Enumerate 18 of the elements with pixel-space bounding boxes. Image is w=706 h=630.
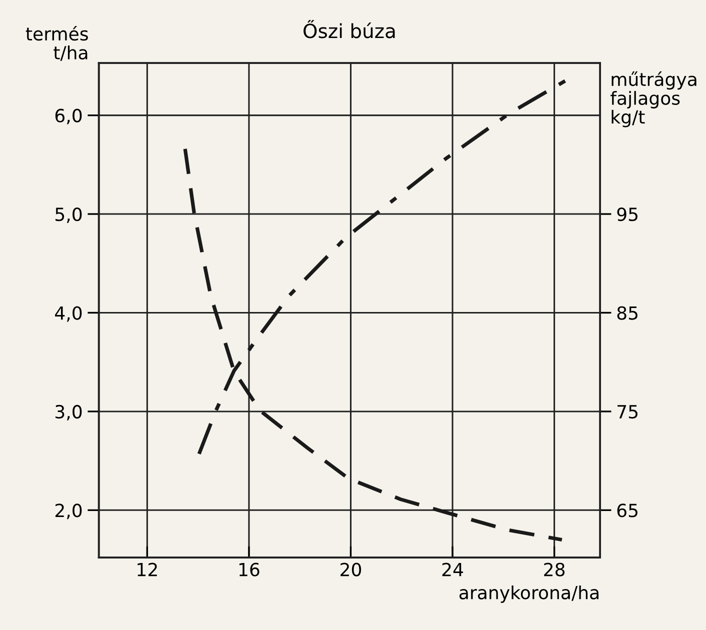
x-tick-label: 28	[544, 562, 565, 576]
y2-tick-label: 95	[617, 207, 638, 222]
y-axis-title: termés t/ha	[26, 26, 88, 61]
y2-axis-title: műtrágya fajlagos kg/t	[610, 71, 696, 128]
y-tick-label: 2,0	[55, 504, 82, 520]
y-tick-label: 6,0	[55, 108, 82, 124]
y2-tick-label: 65	[617, 504, 638, 518]
x-axis-title: aranykorona/ha	[459, 585, 598, 603]
x-tick-label: 24	[442, 562, 463, 576]
y-tick-label: 5,0	[56, 207, 82, 223]
y-tick-label: 4,0	[55, 306, 82, 322]
x-tick-label: 20	[340, 562, 362, 576]
y2-tick-label: 85	[617, 306, 638, 320]
x-tick-label: 16	[239, 562, 260, 576]
chart-title: Őszi búza	[304, 20, 395, 38]
x-tick-label: 12	[138, 562, 157, 576]
y2-tick-label: 75	[618, 405, 638, 419]
y-tick-label: 3,0	[56, 404, 82, 420]
